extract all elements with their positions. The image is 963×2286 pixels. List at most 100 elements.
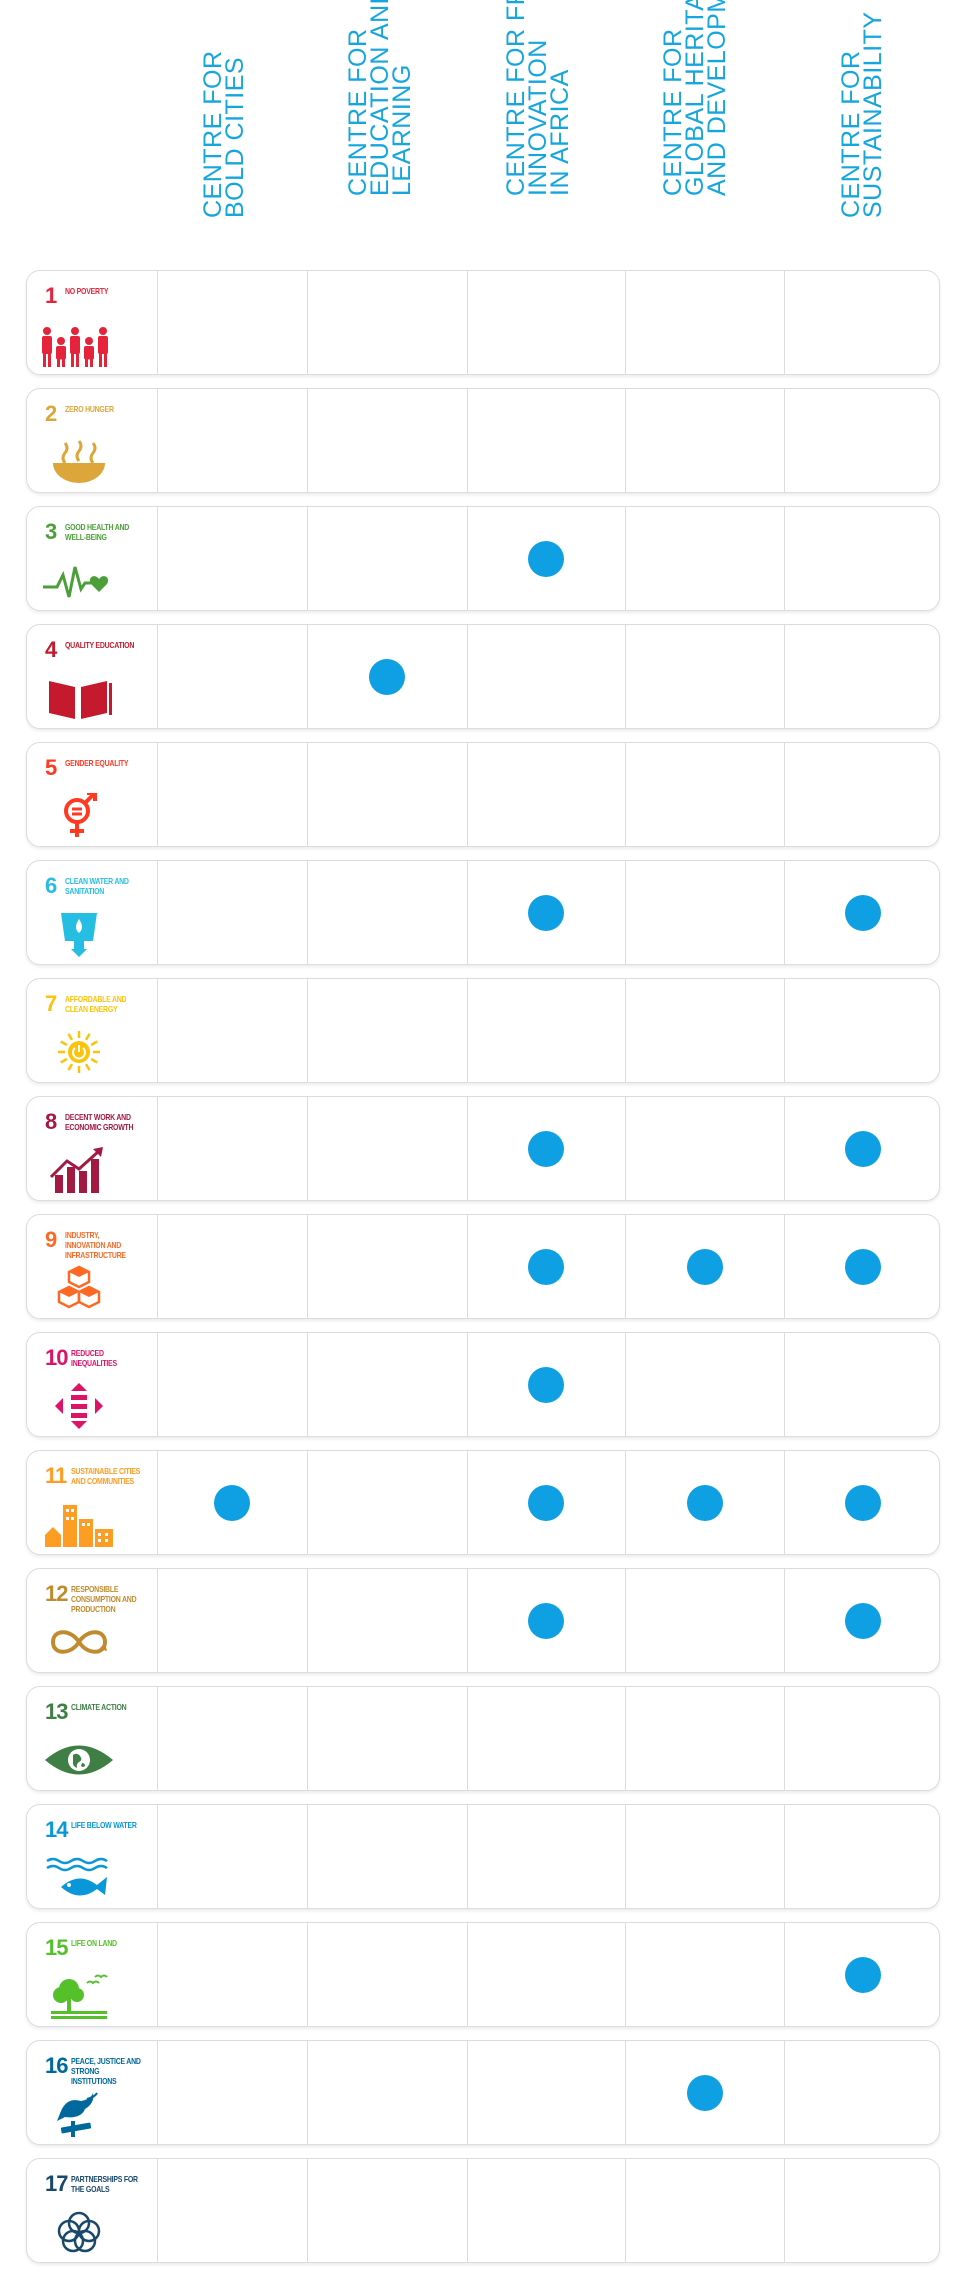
matrix-cell — [157, 2159, 307, 2262]
sdg-title: CLEAN WATER AND SANITATION — [65, 876, 129, 896]
matrix-cell — [307, 1687, 467, 1790]
column-divider — [467, 743, 468, 846]
matrix-cell — [625, 2041, 784, 2144]
matrix-cell — [157, 271, 307, 374]
matrix-cell — [157, 861, 307, 964]
column-divider — [307, 389, 308, 492]
column-divider — [467, 389, 468, 492]
water-icon — [41, 911, 117, 957]
column-divider — [784, 861, 785, 964]
column-divider — [157, 743, 158, 846]
column-header-line: SUSTAINABILITY — [859, 11, 887, 218]
matrix-cell — [625, 1333, 784, 1436]
sdg-row: 15 LIFE ON LAND — [26, 1922, 940, 2027]
dove-gavel-icon — [41, 2091, 117, 2137]
column-divider — [307, 1805, 308, 1908]
column-divider — [625, 1923, 626, 2026]
matrix-cell — [625, 861, 784, 964]
bowl-icon — [41, 439, 117, 485]
matrix-cell — [157, 979, 307, 1082]
column-divider — [784, 1923, 785, 2026]
sdg-number: 16 — [45, 2053, 69, 2078]
column-divider — [467, 1569, 468, 1672]
column-divider — [625, 1687, 626, 1790]
column-divider — [307, 2159, 308, 2262]
column-divider — [307, 271, 308, 374]
relevance-dot — [214, 1484, 250, 1521]
column-divider — [784, 507, 785, 610]
sdg-label: 14 LIFE BELOW WATER — [27, 1805, 157, 1908]
sdg-row: 16 PEACE, JUSTICE AND STRONG INSTITUTIONS — [26, 2040, 940, 2145]
matrix-cell — [157, 1333, 307, 1436]
column-divider — [467, 625, 468, 728]
sdg-label: 3 GOOD HEALTH AND WELL-BEING — [27, 507, 157, 610]
matrix-cell — [467, 1333, 625, 1436]
matrix-cell — [625, 743, 784, 846]
column-divider — [625, 1097, 626, 1200]
sdg-row: 10 REDUCED INEQUALITIES — [26, 1332, 940, 1437]
column-divider — [467, 861, 468, 964]
matrix-cell — [467, 1215, 625, 1318]
column-header: CENTRE FOR BOLD CITIES — [199, 0, 282, 262]
matrix-cell — [157, 1451, 307, 1554]
column-divider — [157, 861, 158, 964]
sdg-row: 14 LIFE BELOW WATER — [26, 1804, 940, 1909]
sdg-number: 7 — [45, 991, 57, 1016]
matrix-cell — [625, 979, 784, 1082]
matrix-cell — [307, 271, 467, 374]
matrix-cell — [784, 1451, 941, 1554]
sdg-title: REDUCED INEQUALITIES — [71, 1348, 117, 1368]
column-divider — [157, 979, 158, 1082]
sdg-number: 2 — [45, 401, 57, 426]
column-divider — [784, 2159, 785, 2262]
growth-chart-icon — [41, 1147, 117, 1193]
sdg-title: NO POVERTY — [65, 286, 109, 296]
matrix-cell — [784, 1687, 941, 1790]
sdg-number: 15 — [45, 1935, 69, 1960]
sdg-title: ZERO HUNGER — [65, 404, 114, 414]
matrix-cell — [307, 1805, 467, 1908]
sdg-row: 11 SUSTAINABLE CITIES AND COMMUNITIES — [26, 1450, 940, 1555]
column-divider — [467, 1333, 468, 1436]
sdg-title: AFFORDABLE AND CLEAN ENERGY — [65, 994, 127, 1014]
relevance-dot — [369, 658, 405, 695]
sdg-number: 14 — [45, 1817, 69, 1842]
column-divider — [625, 1333, 626, 1436]
column-divider — [625, 1451, 626, 1554]
column-divider — [307, 507, 308, 610]
matrix-cell — [467, 507, 625, 610]
relevance-dot — [844, 894, 881, 931]
matrix-cell — [157, 1805, 307, 1908]
column-divider — [625, 507, 626, 610]
sdg-label: 6 CLEAN WATER AND SANITATION — [27, 861, 157, 964]
matrix-cell — [784, 1215, 941, 1318]
matrix-cell — [784, 2159, 941, 2262]
column-divider — [467, 271, 468, 374]
sdg-label: 1 NO POVERTY — [27, 271, 157, 374]
matrix-cell — [625, 1569, 784, 1672]
column-divider — [157, 2159, 158, 2262]
matrix-cell — [784, 625, 941, 728]
sdg-row: 8 DECENT WORK AND ECONOMIC GROWTH — [26, 1096, 940, 1201]
column-divider — [625, 979, 626, 1082]
matrix-cell — [467, 1451, 625, 1554]
matrix-cell — [625, 1215, 784, 1318]
column-divider — [157, 2041, 158, 2144]
column-divider — [157, 1687, 158, 1790]
column-divider — [157, 1805, 158, 1908]
people-icon — [41, 321, 117, 367]
matrix-cell — [467, 743, 625, 846]
matrix-cell — [625, 1687, 784, 1790]
matrix-cell — [307, 1569, 467, 1672]
relevance-dot — [528, 540, 564, 577]
column-divider — [157, 1923, 158, 2026]
column-divider — [157, 1097, 158, 1200]
sdg-title: LIFE BELOW WATER — [71, 1820, 137, 1830]
matrix-cell — [157, 1097, 307, 1200]
sdg-row: 3 GOOD HEALTH AND WELL-BEING — [26, 506, 940, 611]
matrix-cell — [625, 1805, 784, 1908]
column-divider — [467, 1215, 468, 1318]
column-header: CENTRE FOR GLOBAL HERITAGE AND DEVELOPMENT — [659, 0, 742, 262]
column-divider — [157, 625, 158, 728]
sdg-title: RESPONSIBLE CONSUMPTION AND PRODUCTION — [71, 1584, 137, 1614]
